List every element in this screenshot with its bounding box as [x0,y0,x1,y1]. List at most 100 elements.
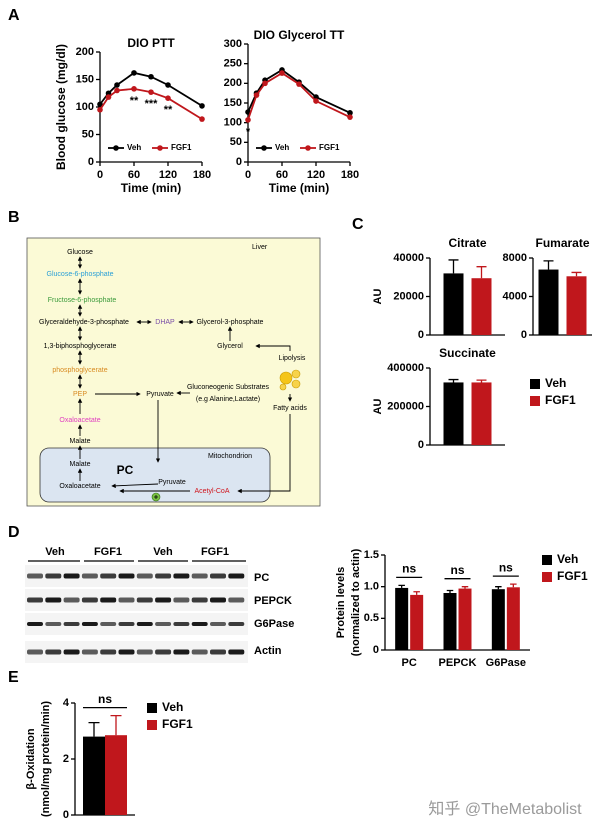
blot-band [191,622,208,626]
lane-label: FGF1 [94,546,122,558]
legend-swatch [530,396,540,406]
blot-band [81,649,98,655]
node: Mitochondrion [208,453,252,460]
y-tick-label: 300 [224,38,242,50]
y-axis-label: AU [372,399,384,415]
arrows [77,256,293,494]
point [313,98,319,104]
y-tick-label: 100 [76,101,94,113]
error-bar [448,378,459,383]
y-tick-label: 150 [76,73,94,85]
x-axis-label: Time (min) [121,181,181,195]
blot-band [173,597,190,603]
bar [443,382,464,445]
protein-label: PEPCK [254,595,292,607]
legend-marker [113,145,119,151]
point [165,95,171,101]
bar [395,587,409,650]
watermark: 知乎 @TheMetabolist [428,800,582,818]
point [148,89,154,95]
point [279,70,285,76]
blot-band [173,622,190,626]
y-tick-label: 4 [63,697,70,709]
mitochondrion-box [39,447,271,503]
blot-band [210,622,226,626]
point [347,114,353,120]
node: Liver [252,244,268,251]
blot-band [136,597,153,603]
significance: ** [164,104,173,116]
error-bar [510,583,517,588]
subplot-title: Fumarate [535,236,589,250]
legend-marker [261,145,267,151]
x-tick-label: PEPCK [439,657,477,669]
panel-label: D [8,524,20,541]
blot-band [173,649,190,655]
bar [538,269,559,335]
blot-band [27,649,43,655]
x-tick-label: 60 [276,169,288,181]
y-tick-label: 0 [373,644,379,656]
lane-label: Veh [45,546,65,558]
panel-label: C [352,216,364,233]
node: Malate [69,438,90,445]
point [165,82,171,88]
legend-swatch [147,703,157,713]
y-tick-label: 200 [76,46,94,58]
significance: ns [450,563,464,577]
error-bar [110,714,122,736]
point [262,80,268,87]
protein-label: Actin [254,645,282,657]
x-tick-label: 180 [341,169,359,181]
bar [410,594,424,650]
blot-band [118,649,135,655]
blot-band [228,649,245,655]
legend-swatch [147,720,157,730]
legend-swatch [542,555,552,565]
blot-band [210,597,226,603]
y-tick-label: 200 [224,77,242,89]
blot-band [100,597,117,603]
blot-band [136,573,153,579]
blot-band [27,622,43,626]
point [97,106,103,113]
x-tick-label: 60 [128,169,140,181]
x-tick-label: 120 [307,169,325,181]
y-axis-label: Blood glucose (mg/dl) [54,44,68,170]
legend-label: Veh [545,376,566,390]
node: phosphoglycerate [52,367,107,374]
blot-band [228,622,245,626]
legend-label: Veh [275,143,289,152]
legend-label: Veh [162,700,183,714]
x-tick-label: G6Pase [486,657,526,669]
node: DHAP [155,319,175,326]
significance: *** [145,98,159,110]
blot-strip [25,641,248,663]
legend-label: FGF1 [319,143,340,152]
x-tick-label: 0 [97,169,103,181]
point [131,70,137,76]
blot-band [63,622,80,626]
y-tick-label: 50 [230,136,242,148]
node: Lipolysis [279,355,306,362]
chart-title: DIO Glycerol TT [254,28,345,42]
error-bar [413,591,420,595]
point [253,92,260,98]
bar [105,735,127,815]
blot-band [27,597,43,603]
error-bar [476,266,487,279]
point [199,116,205,122]
y-tick-label: 0.5 [364,612,379,624]
y-tick-label: 4000 [503,290,527,302]
bar [471,278,492,335]
bar [458,588,472,650]
node: Malate [69,461,90,468]
bar [491,589,505,650]
blot-band [191,649,208,655]
bar [471,382,492,445]
subplot-title: Citrate [448,236,486,250]
node: Glycerol [217,343,243,350]
point [296,81,302,87]
legend-label: FGF1 [171,143,192,152]
bar [443,273,464,335]
